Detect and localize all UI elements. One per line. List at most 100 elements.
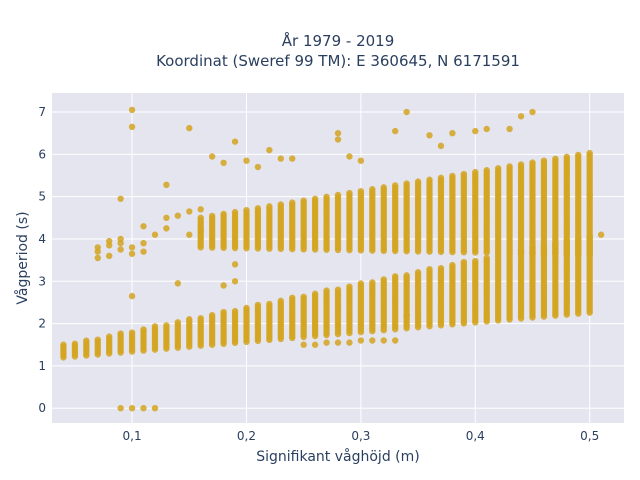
data-point — [586, 149, 593, 157]
data-point — [151, 323, 159, 330]
data-point — [128, 404, 136, 412]
data-point — [186, 124, 193, 132]
data-point — [266, 203, 273, 210]
data-point — [517, 113, 525, 120]
data-point — [426, 265, 433, 273]
data-point — [140, 404, 147, 412]
data-point — [437, 265, 445, 272]
data-point — [140, 326, 147, 333]
data-point — [323, 287, 330, 294]
data-point — [174, 319, 182, 326]
data-point — [220, 210, 227, 218]
data-point — [529, 108, 536, 116]
data-point — [163, 181, 170, 189]
data-point — [449, 129, 456, 137]
data-point — [163, 322, 170, 329]
data-point — [220, 308, 227, 316]
data-point — [483, 125, 490, 133]
data-point — [300, 293, 307, 300]
data-point — [300, 341, 307, 348]
data-point — [220, 282, 227, 289]
data-point — [117, 195, 124, 202]
data-point — [437, 142, 445, 150]
data-point — [369, 186, 376, 193]
data-point — [266, 300, 273, 308]
data-point — [174, 212, 182, 219]
data-point — [380, 184, 387, 191]
data-point — [174, 280, 182, 287]
data-point — [208, 212, 216, 220]
data-point — [311, 290, 319, 297]
data-point — [506, 163, 513, 170]
data-point — [506, 125, 513, 133]
data-point — [151, 404, 159, 412]
data-point — [449, 172, 456, 180]
data-point — [472, 168, 479, 176]
data-point — [300, 197, 307, 204]
x-tick-label: 0,1 — [123, 429, 142, 443]
y-tick-label: 5 — [38, 190, 46, 204]
data-point — [106, 252, 113, 260]
y-axis-title: Vågperiod (s) — [14, 211, 31, 304]
data-point — [334, 129, 342, 137]
data-point — [311, 341, 319, 348]
data-point — [140, 239, 147, 247]
data-point — [231, 307, 239, 315]
data-point — [460, 258, 468, 266]
data-point — [151, 231, 159, 238]
data-point — [163, 214, 170, 222]
data-point — [220, 159, 227, 167]
data-point — [392, 127, 399, 135]
data-point — [540, 157, 548, 164]
data-point — [140, 223, 147, 230]
data-point — [414, 178, 422, 185]
data-point — [597, 231, 605, 238]
data-point — [243, 206, 250, 214]
data-point — [403, 108, 410, 116]
data-point — [346, 153, 353, 160]
data-point — [277, 297, 284, 305]
data-point — [231, 138, 239, 145]
data-point — [426, 132, 433, 139]
data-point — [529, 159, 536, 166]
data-point — [94, 254, 101, 262]
data-point — [357, 280, 365, 287]
data-point — [208, 311, 216, 319]
data-point — [83, 337, 90, 344]
data-point — [380, 337, 387, 344]
data-point — [334, 339, 342, 346]
y-tick-label: 2 — [38, 317, 46, 331]
data-point — [106, 333, 113, 340]
data-point — [472, 127, 479, 135]
y-tick-label: 6 — [38, 147, 46, 161]
data-point — [289, 199, 296, 206]
x-tick-label: 0,2 — [237, 429, 256, 443]
y-tick-label: 7 — [38, 105, 46, 119]
data-point — [357, 187, 365, 195]
data-point — [128, 123, 136, 131]
data-point — [60, 341, 67, 348]
data-point — [460, 170, 468, 178]
data-point — [575, 151, 582, 159]
data-point — [357, 157, 365, 164]
x-tick-label: 0,5 — [580, 429, 599, 443]
data-point — [392, 182, 399, 189]
data-point — [483, 167, 490, 174]
data-point — [94, 244, 101, 251]
data-point — [357, 337, 365, 344]
data-point — [117, 330, 124, 337]
data-point — [586, 191, 593, 198]
data-point — [266, 146, 273, 154]
data-point — [186, 208, 193, 215]
plot-area — [52, 93, 624, 423]
data-point — [231, 208, 239, 216]
data-point — [369, 337, 376, 344]
data-point — [128, 106, 136, 114]
chart-title-line2: Koordinat (Sweref 99 TM): E 360645, N 61… — [156, 52, 520, 70]
y-tick-label: 0 — [38, 401, 46, 415]
data-point — [311, 195, 319, 202]
data-point — [334, 191, 342, 199]
data-point — [277, 155, 284, 162]
data-point — [117, 404, 124, 412]
data-point — [346, 189, 353, 197]
